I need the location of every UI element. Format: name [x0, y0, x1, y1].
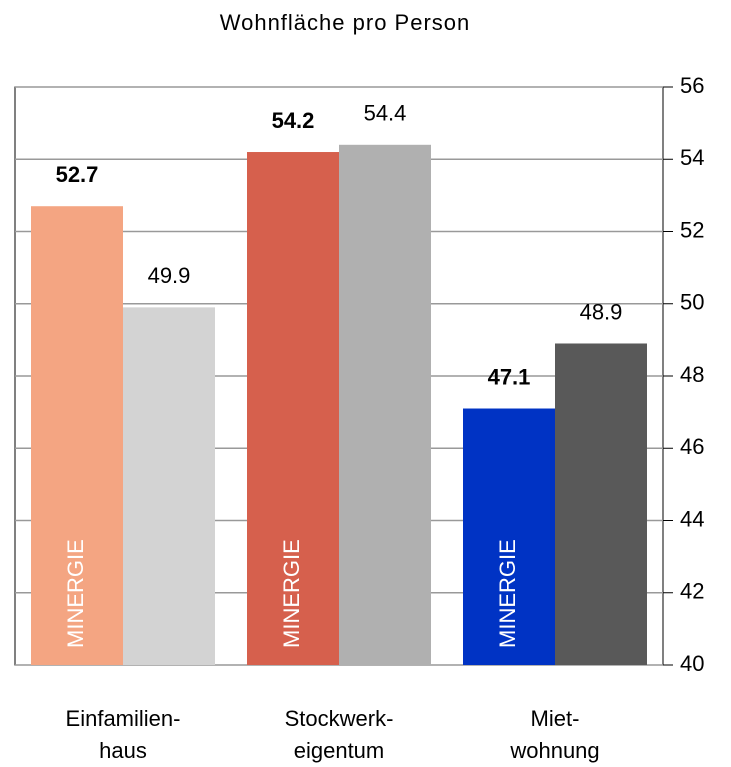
value-label: 54.2 [272, 108, 315, 133]
value-label: 49.9 [148, 263, 191, 288]
bar [31, 206, 123, 665]
value-label: 48.9 [580, 299, 623, 324]
x-tick-label: eigentum [294, 738, 385, 763]
y-tick-label: 46 [680, 434, 704, 459]
y-tick-label: 52 [680, 217, 704, 242]
y-tick-label: 54 [680, 145, 704, 170]
value-label: 54.4 [364, 101, 407, 126]
series-label: MINERGIE [495, 539, 520, 648]
bar [123, 307, 215, 665]
value-label: 52.7 [56, 162, 99, 187]
x-tick-label: haus [99, 738, 147, 763]
x-tick-label: Einfamilien- [66, 706, 181, 731]
bar [339, 144, 431, 666]
y-tick-label: 40 [680, 651, 704, 676]
bar [247, 152, 339, 665]
x-tick-label: Miet- [531, 706, 580, 731]
bar [463, 408, 555, 665]
x-tick-label: Stockwerk- [285, 706, 394, 731]
chart-title: Wohnfläche pro Person [220, 10, 471, 35]
series-label: MINERGIE [279, 539, 304, 648]
x-tick-label: wohnung [509, 738, 599, 763]
y-tick-label: 42 [680, 579, 704, 604]
series-label: MINERGIE [63, 539, 88, 648]
bar [555, 343, 647, 665]
y-tick-label: 50 [680, 290, 704, 315]
y-tick-label: 44 [680, 506, 704, 531]
y-tick-label: 48 [680, 362, 704, 387]
y-tick-label: 56 [680, 73, 704, 98]
value-label: 47.1 [488, 364, 531, 389]
